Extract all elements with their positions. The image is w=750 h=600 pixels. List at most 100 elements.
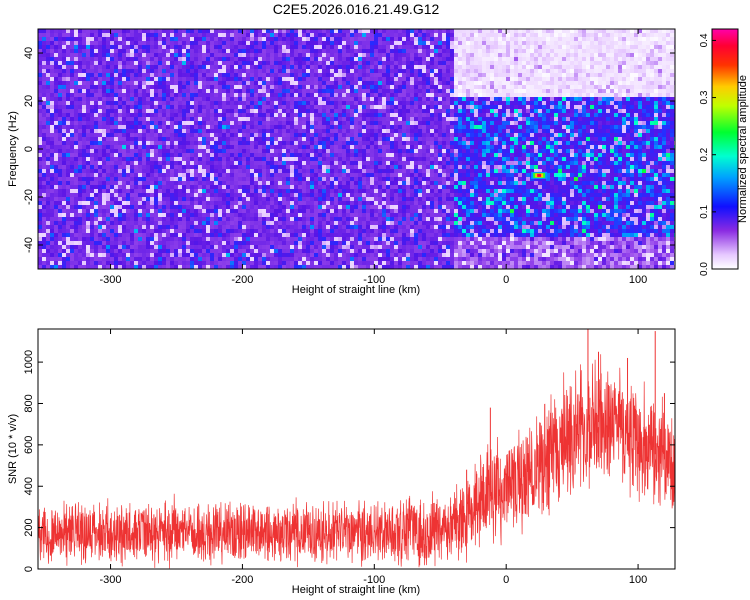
heatmap-cell <box>614 33 618 37</box>
heatmap-cell <box>302 85 306 89</box>
heatmap-cell <box>154 101 158 105</box>
heatmap-cell <box>330 73 334 77</box>
heatmap-cell <box>598 141 602 145</box>
heatmap-cell <box>434 61 438 65</box>
heatmap-cell <box>630 97 634 101</box>
heatmap-cell <box>122 125 126 129</box>
heatmap-cell <box>562 141 566 145</box>
heatmap-cell <box>402 37 406 41</box>
heatmap-cell <box>370 145 374 149</box>
heatmap-cell <box>478 89 482 93</box>
heatmap-cell <box>478 85 482 89</box>
heatmap-cell <box>406 137 410 141</box>
heatmap-cell <box>422 125 426 129</box>
heatmap-cell <box>490 145 494 149</box>
heatmap-cell <box>70 121 74 125</box>
heatmap-cell <box>578 37 582 41</box>
heatmap-cell <box>534 33 538 37</box>
heatmap-cell <box>274 49 278 53</box>
heatmap-cell <box>130 117 134 121</box>
heatmap-cell <box>586 93 590 97</box>
heatmap-cell <box>462 117 466 121</box>
heatmap-cell <box>626 137 630 141</box>
heatmap-cell <box>614 73 618 77</box>
heatmap-cell <box>46 117 50 121</box>
heatmap-cell <box>426 117 430 121</box>
heatmap-cell <box>658 125 662 129</box>
heatmap-cell <box>122 89 126 93</box>
heatmap-cell <box>98 49 102 53</box>
heatmap-cell <box>522 129 526 133</box>
heatmap-cell <box>218 49 222 53</box>
heatmap-cell <box>590 29 594 33</box>
heatmap-cell <box>178 65 182 69</box>
heatmap-cell <box>58 81 62 85</box>
heatmap-cell <box>46 77 50 81</box>
heatmap-cell <box>174 133 178 137</box>
heatmap-cell <box>234 93 238 97</box>
heatmap-cell <box>426 41 430 45</box>
heatmap-cell <box>646 57 650 61</box>
heatmap-cell <box>642 41 646 45</box>
heatmap-cell <box>150 137 154 141</box>
heatmap-cell <box>658 109 662 113</box>
heatmap-cell <box>90 121 94 125</box>
heatmap-cell <box>322 93 326 97</box>
heatmap-cell <box>346 141 350 145</box>
heatmap-cell <box>106 133 110 137</box>
heatmap-cell <box>642 133 646 137</box>
heatmap-cell <box>554 117 558 121</box>
heatmap-cell <box>258 29 262 33</box>
heatmap-cell <box>630 29 634 33</box>
heatmap-cell <box>342 41 346 45</box>
heatmap-cell <box>146 45 150 49</box>
heatmap-cell <box>142 53 146 57</box>
heatmap-cell <box>470 77 474 81</box>
heatmap-cell <box>202 141 206 145</box>
heatmap-cell <box>50 109 54 113</box>
heatmap-cell <box>570 49 574 53</box>
heatmap-cell <box>506 89 510 93</box>
heatmap-cell <box>338 81 342 85</box>
heatmap-cell <box>190 81 194 85</box>
heatmap-cell <box>66 93 70 97</box>
heatmap-cell <box>290 101 294 105</box>
heatmap-cell <box>86 45 90 49</box>
heatmap-cell <box>74 33 78 37</box>
heatmap-cell <box>178 93 182 97</box>
heatmap-cell <box>586 57 590 61</box>
heatmap-cell <box>398 81 402 85</box>
heatmap-cell <box>110 41 114 45</box>
heatmap-cell <box>470 105 474 109</box>
heatmap-cell <box>442 81 446 85</box>
heatmap-cell <box>118 57 122 61</box>
heatmap-cell <box>314 33 318 37</box>
heatmap-cell <box>258 133 262 137</box>
heatmap-cell <box>446 105 450 109</box>
heatmap-cell <box>290 69 294 73</box>
heatmap-cell <box>430 61 434 65</box>
heatmap-cell <box>570 57 574 61</box>
heatmap-cell <box>178 97 182 101</box>
heatmap-cell <box>622 33 626 37</box>
heatmap-cell <box>410 89 414 93</box>
heatmap-cell <box>246 97 250 101</box>
heatmap-cell <box>626 57 630 61</box>
heatmap-cell <box>622 121 626 125</box>
heatmap-cell <box>658 113 662 117</box>
heatmap-cell <box>214 117 218 121</box>
heatmap-cell <box>114 117 118 121</box>
heatmap-cell <box>410 77 414 81</box>
heatmap-cell <box>102 93 106 97</box>
heatmap-cell <box>646 29 650 33</box>
heatmap-cell <box>350 45 354 49</box>
heatmap-cell <box>166 53 170 57</box>
heatmap-cell <box>534 77 538 81</box>
heatmap-cell <box>402 105 406 109</box>
heatmap-cell <box>294 145 298 149</box>
heatmap-cell <box>422 113 426 117</box>
heatmap-cell <box>290 61 294 65</box>
heatmap-cell <box>586 29 590 33</box>
heatmap-cell <box>98 45 102 49</box>
heatmap-cell <box>166 49 170 53</box>
